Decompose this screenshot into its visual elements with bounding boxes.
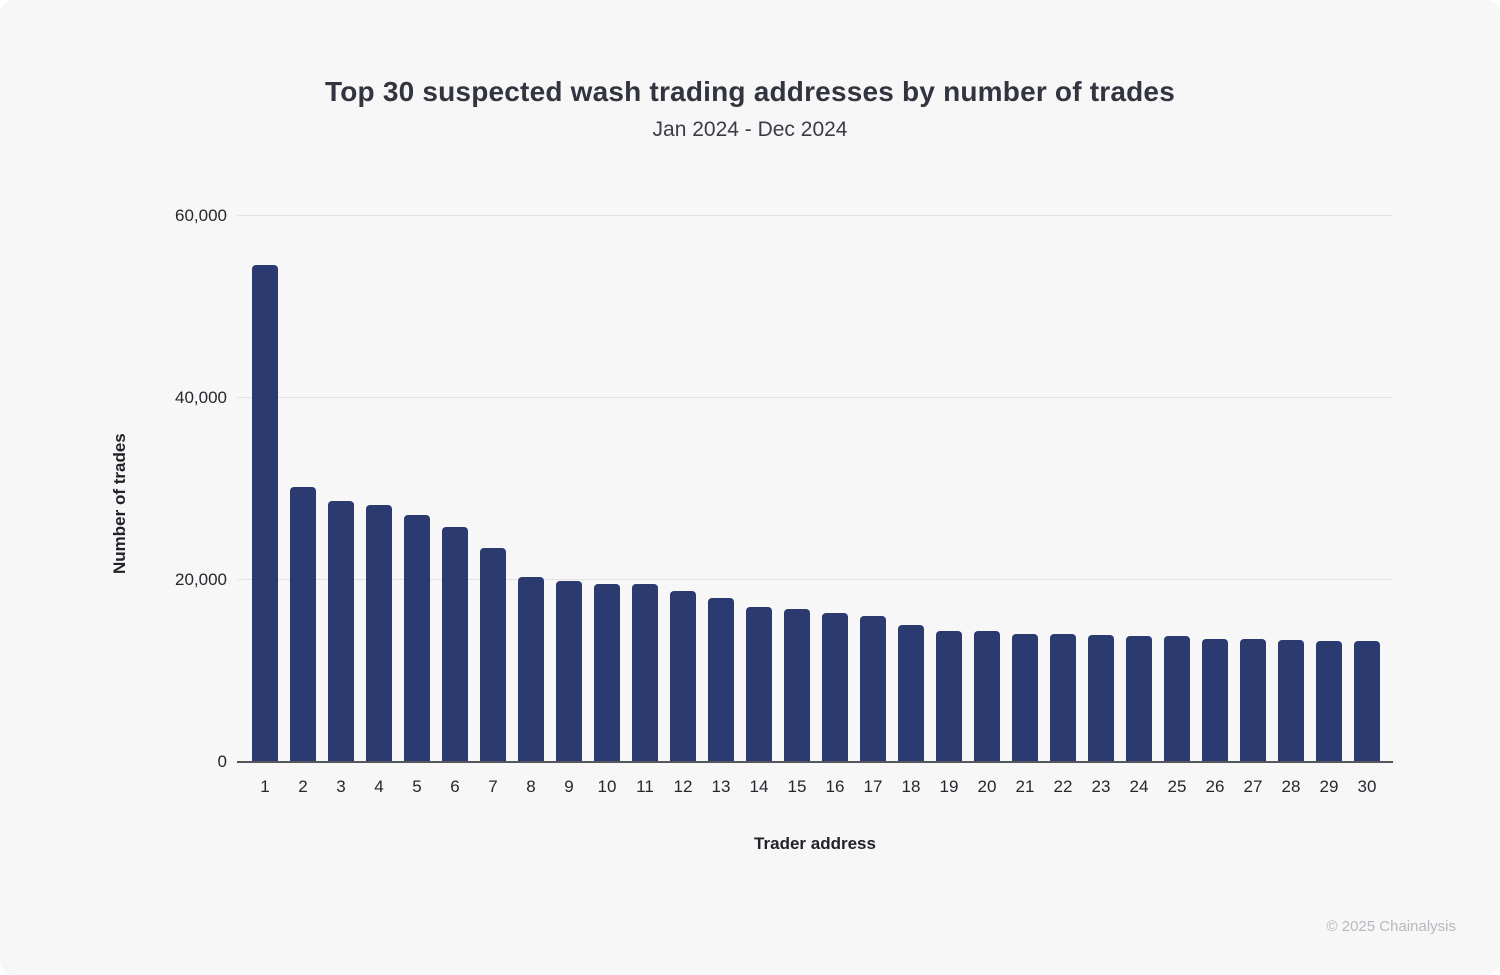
bar-trader-21 bbox=[1012, 633, 1038, 761]
bar-trader-14 bbox=[746, 607, 772, 761]
x-tick-label: 17 bbox=[863, 777, 883, 796]
x-tick-label: 22 bbox=[1053, 777, 1073, 796]
gridline-40000 bbox=[237, 397, 1393, 398]
bar-trader-18 bbox=[898, 624, 924, 761]
x-tick-label: 2 bbox=[298, 777, 308, 796]
bar-trader-20 bbox=[974, 631, 1000, 761]
bar-trader-30 bbox=[1354, 640, 1380, 761]
y-tick-label: 60,000 bbox=[175, 206, 227, 225]
copyright-watermark: © 2025 Chainalysis bbox=[1326, 918, 1456, 935]
x-axis-title: Trader address bbox=[754, 834, 876, 853]
bar-trader-16 bbox=[822, 612, 848, 761]
x-tick-label: 10 bbox=[597, 777, 617, 796]
bar-trader-28 bbox=[1278, 640, 1304, 761]
bar-trader-12 bbox=[670, 590, 696, 761]
x-tick-label: 1 bbox=[260, 777, 270, 796]
y-tick-label: 20,000 bbox=[175, 570, 227, 589]
x-tick-label: 13 bbox=[711, 777, 731, 796]
x-tick-label: 4 bbox=[374, 777, 384, 796]
x-tick-label: 25 bbox=[1167, 777, 1187, 796]
gridline-60000 bbox=[237, 215, 1393, 216]
bar-trader-3 bbox=[328, 500, 354, 761]
bar-trader-27 bbox=[1240, 638, 1266, 761]
x-tick-label: 15 bbox=[787, 777, 807, 796]
bar-trader-10 bbox=[594, 583, 620, 761]
bar-trader-6 bbox=[442, 527, 468, 761]
bar-trader-11 bbox=[632, 584, 658, 761]
x-axis-line bbox=[237, 761, 1393, 763]
x-tick-label: 23 bbox=[1091, 777, 1111, 796]
x-tick-label: 12 bbox=[673, 777, 693, 796]
x-tick-label: 28 bbox=[1281, 777, 1301, 796]
bar-trader-26 bbox=[1202, 638, 1228, 761]
bar-trader-8 bbox=[518, 577, 544, 761]
y-tick-label: 40,000 bbox=[175, 388, 227, 407]
bar-trader-25 bbox=[1164, 635, 1190, 761]
x-tick-label: 30 bbox=[1357, 777, 1377, 796]
x-tick-label: 16 bbox=[825, 777, 845, 796]
bar-trader-2 bbox=[290, 487, 316, 761]
bar-trader-17 bbox=[860, 616, 886, 761]
x-tick-label: 8 bbox=[526, 777, 536, 796]
bar-trader-9 bbox=[556, 580, 582, 761]
x-tick-label: 9 bbox=[564, 777, 574, 796]
chart-title: Top 30 suspected wash trading addresses … bbox=[325, 76, 1175, 107]
x-tick-label: 18 bbox=[901, 777, 921, 796]
x-tick-label: 11 bbox=[636, 777, 654, 796]
chart-subtitle: Jan 2024 - Dec 2024 bbox=[652, 118, 848, 141]
bar-trader-29 bbox=[1316, 640, 1342, 761]
bar-trader-7 bbox=[480, 548, 506, 761]
x-tick-label: 3 bbox=[336, 777, 346, 796]
bar-trader-23 bbox=[1088, 635, 1114, 761]
bar-trader-22 bbox=[1050, 634, 1076, 761]
bar-trader-4 bbox=[366, 505, 392, 761]
bar-trader-24 bbox=[1126, 635, 1152, 761]
x-tick-label: 26 bbox=[1205, 777, 1225, 796]
x-tick-label: 27 bbox=[1243, 777, 1263, 796]
x-tick-label: 6 bbox=[450, 777, 460, 796]
x-tick-label: 14 bbox=[749, 777, 769, 796]
x-tick-label: 19 bbox=[939, 777, 959, 796]
bar-trader-5 bbox=[404, 515, 430, 761]
gridline-20000 bbox=[237, 579, 1393, 580]
x-tick-label: 5 bbox=[412, 777, 422, 796]
x-tick-label: 7 bbox=[488, 777, 498, 796]
bar-trader-13 bbox=[708, 598, 734, 761]
x-tick-label: 24 bbox=[1129, 777, 1149, 796]
x-tick-label: 21 bbox=[1015, 777, 1035, 796]
y-tick-label: 0 bbox=[217, 752, 227, 771]
bar-trader-19 bbox=[936, 631, 962, 761]
x-tick-label: 20 bbox=[977, 777, 997, 796]
bar-trader-15 bbox=[784, 609, 810, 761]
y-axis-title: Number of trades bbox=[110, 433, 129, 574]
bar-trader-1 bbox=[252, 265, 278, 761]
x-tick-label: 29 bbox=[1319, 777, 1339, 796]
